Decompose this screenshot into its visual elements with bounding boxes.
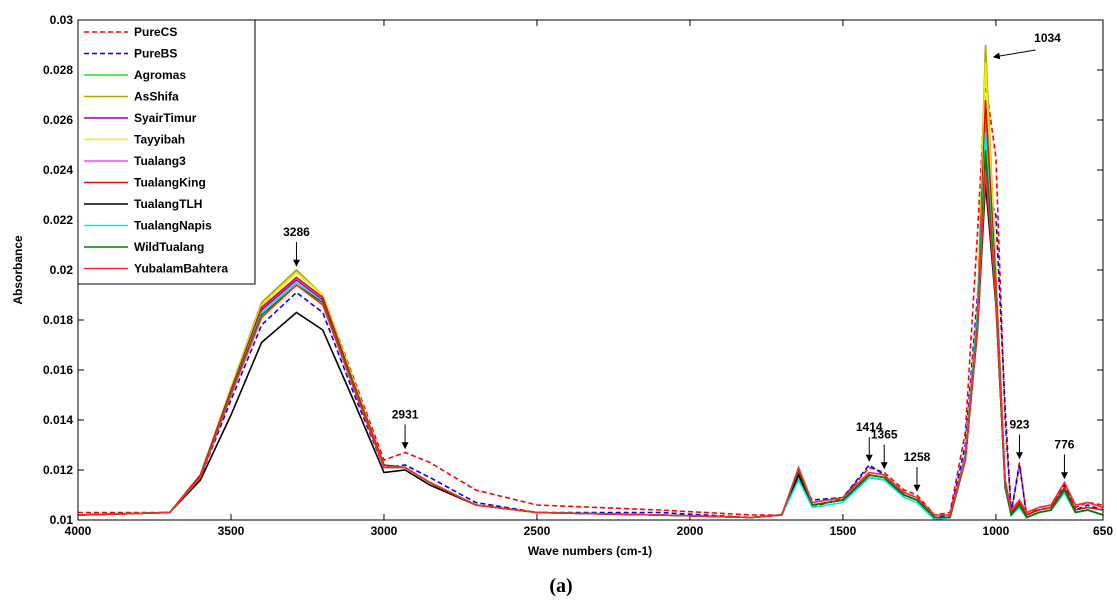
annotation-arrow <box>992 49 1036 60</box>
annotation: 1414 <box>856 420 883 434</box>
annotation: 776 <box>1054 438 1074 452</box>
annotation: 1365 <box>871 428 898 442</box>
x-tick-label: 1000 <box>983 524 1010 538</box>
annotation: 923 <box>1009 418 1029 432</box>
legend-label: Tualang3 <box>134 154 186 168</box>
x-tick-label: 2500 <box>524 524 551 538</box>
series-line <box>78 187 1103 519</box>
series-line <box>78 149 1103 519</box>
x-tick-label: 650 <box>1093 524 1113 538</box>
legend-label: Agromas <box>134 68 186 82</box>
legend-label: TualangNapis <box>134 219 212 233</box>
y-tick-label: 0.022 <box>43 213 73 227</box>
legend-label: PureCS <box>134 25 177 39</box>
legend-label: TualangKing <box>134 176 206 190</box>
legend-label: SyairTimur <box>134 111 197 125</box>
annotation: 1258 <box>904 450 931 464</box>
annotation: 3286 <box>283 225 310 239</box>
y-tick-label: 0.016 <box>43 363 73 377</box>
y-axis-title: Absorbance <box>11 235 25 305</box>
y-tick-label: 0.014 <box>43 413 73 427</box>
x-tick-label: 3500 <box>218 524 245 538</box>
x-tick-label: 3000 <box>371 524 398 538</box>
x-tick-label: 1500 <box>830 524 857 538</box>
y-tick-label: 0.012 <box>43 463 73 477</box>
y-tick-label: 0.018 <box>43 313 73 327</box>
x-tick-label: 4000 <box>65 524 92 538</box>
caption: (a) <box>549 575 572 597</box>
legend-label: Tayyibah <box>134 133 185 147</box>
y-tick-label: 0.02 <box>50 263 74 277</box>
series-line <box>78 169 1103 519</box>
annotation: 2931 <box>392 408 419 422</box>
legend-label: PureBS <box>134 47 177 61</box>
y-tick-label: 0.03 <box>50 13 74 27</box>
annotation: 1034 <box>1034 31 1061 45</box>
y-tick-label: 0.01 <box>50 513 74 527</box>
y-tick-label: 0.028 <box>43 63 73 77</box>
x-tick-label: 2000 <box>677 524 704 538</box>
legend-label: YubalamBahtera <box>134 262 228 276</box>
legend-label: AsShifa <box>134 90 179 104</box>
y-tick-label: 0.024 <box>43 163 73 177</box>
legend-label: WildTualang <box>134 240 204 254</box>
legend-label: TualangTLH <box>134 197 202 211</box>
x-axis-title: Wave numbers (cm-1) <box>528 544 652 558</box>
y-tick-label: 0.026 <box>43 113 73 127</box>
legend-box <box>77 19 256 285</box>
